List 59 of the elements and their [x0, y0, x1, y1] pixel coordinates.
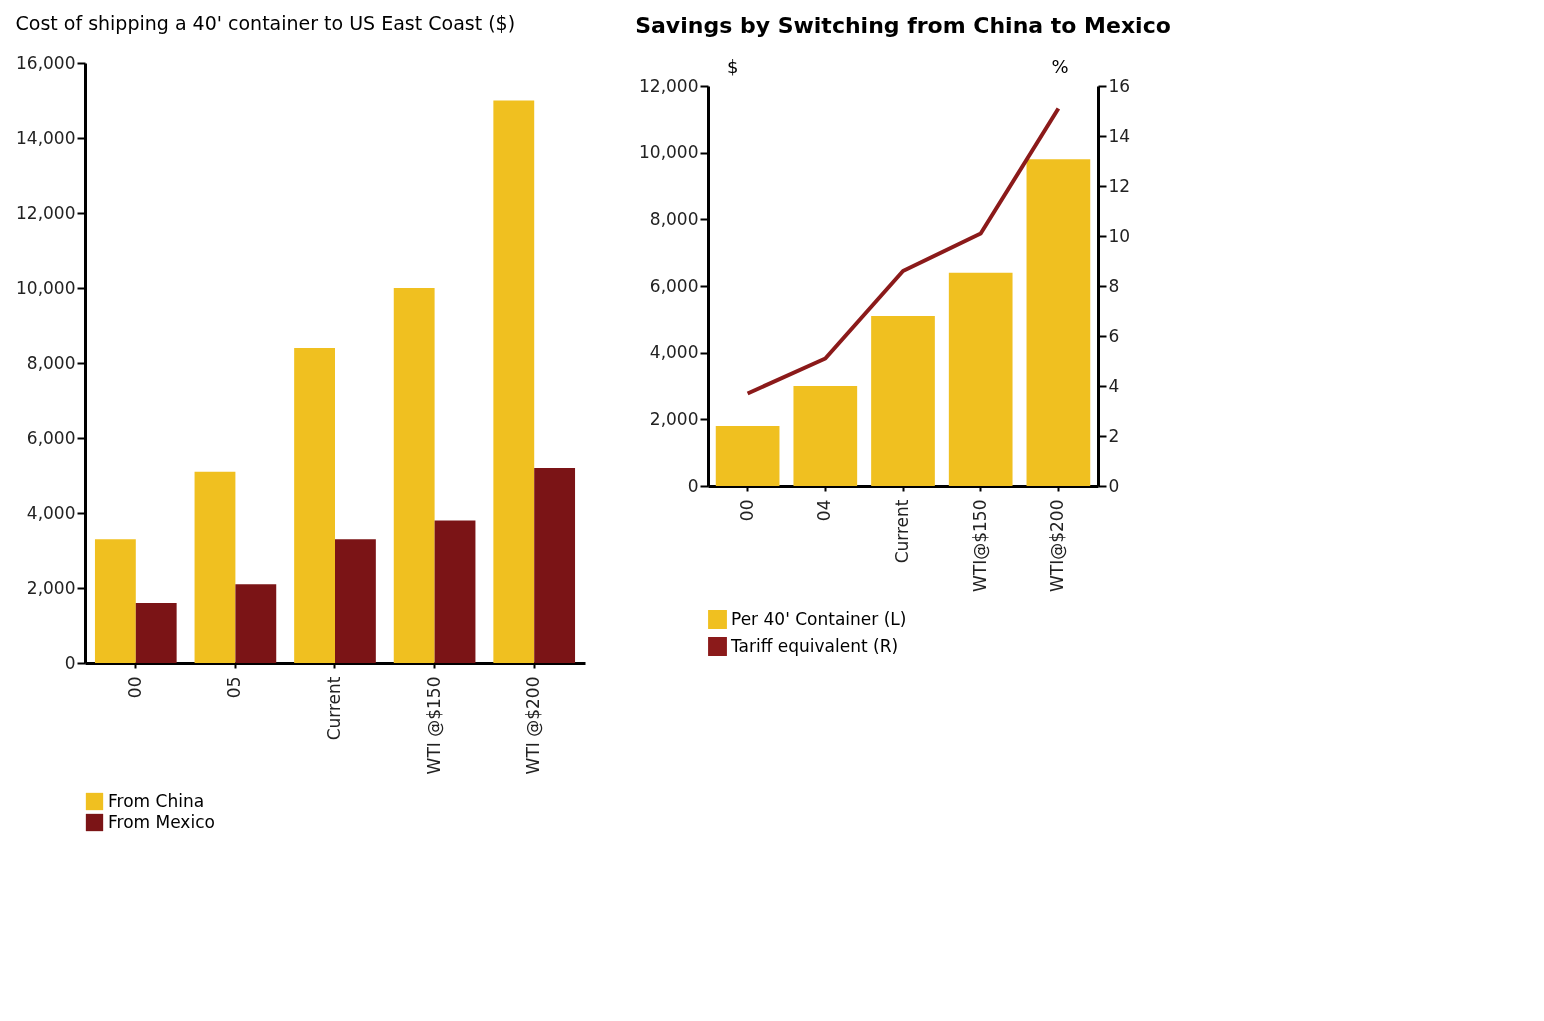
x-tick-label: 04	[814, 499, 835, 522]
y2-tick-label: 4	[1108, 375, 1120, 396]
y2-tick-label: 12	[1108, 175, 1131, 196]
x-tick-label: Current	[324, 676, 344, 741]
y-tick-label: 16,000	[16, 52, 76, 73]
x-tick-label: 00	[124, 676, 145, 699]
chart-title: Cost of shipping a 40' container to US East Coast ($)	[15, 12, 516, 34]
y-tick-label: 14,000	[16, 127, 76, 148]
y2-axis-title: %	[1051, 55, 1069, 77]
y2-tick-label: 6	[1108, 325, 1120, 346]
legend-label: Tariff equivalent (R)	[730, 635, 899, 656]
y-tick-label: 0	[64, 652, 76, 673]
y-tick-label: 0	[687, 475, 699, 496]
y-tick-label: 8,000	[26, 352, 76, 373]
y-tick-label: 10,000	[16, 277, 76, 298]
x-tick-label: WTI @$150	[423, 676, 444, 775]
y-tick-label: 4,000	[649, 342, 699, 363]
y-tick-label: 8,000	[649, 208, 699, 229]
y-tick-label: 4,000	[26, 502, 76, 523]
x-tick-label: 00	[736, 499, 757, 522]
bar	[194, 471, 236, 663]
y-axis-title: $	[727, 55, 739, 77]
legend-label: From Mexico	[108, 811, 215, 832]
bar	[434, 520, 476, 663]
x-tick-label: 05	[224, 676, 245, 699]
y2-tick-label: 2	[1108, 425, 1120, 446]
y-tick-label: 10,000	[639, 142, 699, 163]
y-tick-label: 2,000	[26, 577, 76, 598]
y-tick-label: 6,000	[26, 427, 76, 448]
y2-tick-label: 8	[1108, 275, 1120, 296]
bar	[94, 539, 136, 663]
chart-title: Savings by Switching from China to Mexico	[635, 13, 1171, 38]
y2-tick-label: 16	[1108, 75, 1131, 96]
y-tick-label: 12,000	[639, 75, 699, 96]
y2-tick-label: 0	[1108, 475, 1120, 496]
bar	[534, 468, 576, 663]
line-series	[745, 106, 1061, 396]
y-tick-label: 6,000	[649, 275, 699, 296]
bar	[493, 100, 535, 663]
bar	[715, 426, 780, 486]
x-tick-label: WTI@$150	[969, 499, 990, 592]
bar	[393, 288, 435, 663]
bar	[335, 539, 376, 663]
bar	[871, 316, 935, 486]
y-tick-label: 2,000	[649, 408, 699, 429]
bar	[294, 348, 335, 663]
y2-tick-label: 14	[1108, 125, 1131, 146]
bar	[135, 603, 177, 663]
bar	[1026, 159, 1091, 486]
x-tick-label: WTI@$200	[1047, 499, 1068, 592]
legend-label: Per 40' Container (L)	[731, 608, 907, 629]
x-tick-label: Current	[892, 499, 912, 564]
bar	[793, 386, 858, 486]
bar	[235, 584, 277, 663]
legend-label: From China	[108, 790, 205, 811]
x-tick-label: WTI @$200	[523, 676, 544, 775]
y2-tick-label: 10	[1108, 225, 1131, 246]
bar	[948, 272, 1013, 486]
y-tick-label: 12,000	[16, 202, 76, 223]
